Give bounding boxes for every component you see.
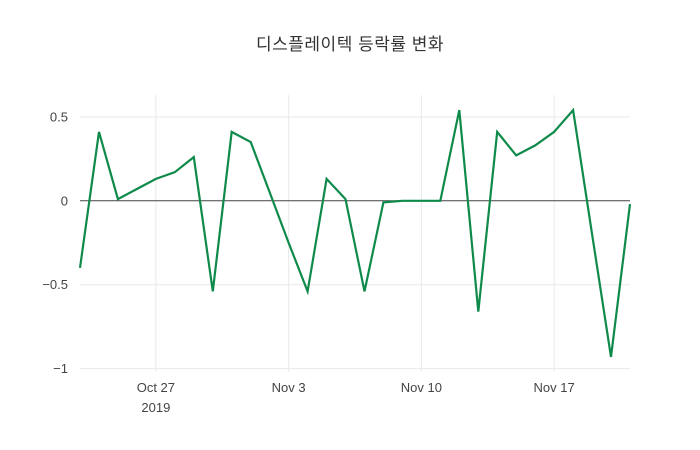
x-tick-label: Nov 3 <box>272 380 306 395</box>
y-tick-label: 0.5 <box>50 109 68 124</box>
y-tick-label: −0.5 <box>42 277 68 292</box>
y-tick-label: −1 <box>53 361 68 376</box>
y-tick-label: 0 <box>61 193 68 208</box>
x-tick-label: Nov 17 <box>534 380 575 395</box>
x-tick-label: Nov 10 <box>401 380 442 395</box>
series-line <box>78 107 632 358</box>
x-tick-sublabel: 2019 <box>141 400 170 415</box>
x-tick-label: Oct 27 <box>137 380 175 395</box>
chart-title: 디스플레이텍 등락률 변화 <box>256 35 444 54</box>
